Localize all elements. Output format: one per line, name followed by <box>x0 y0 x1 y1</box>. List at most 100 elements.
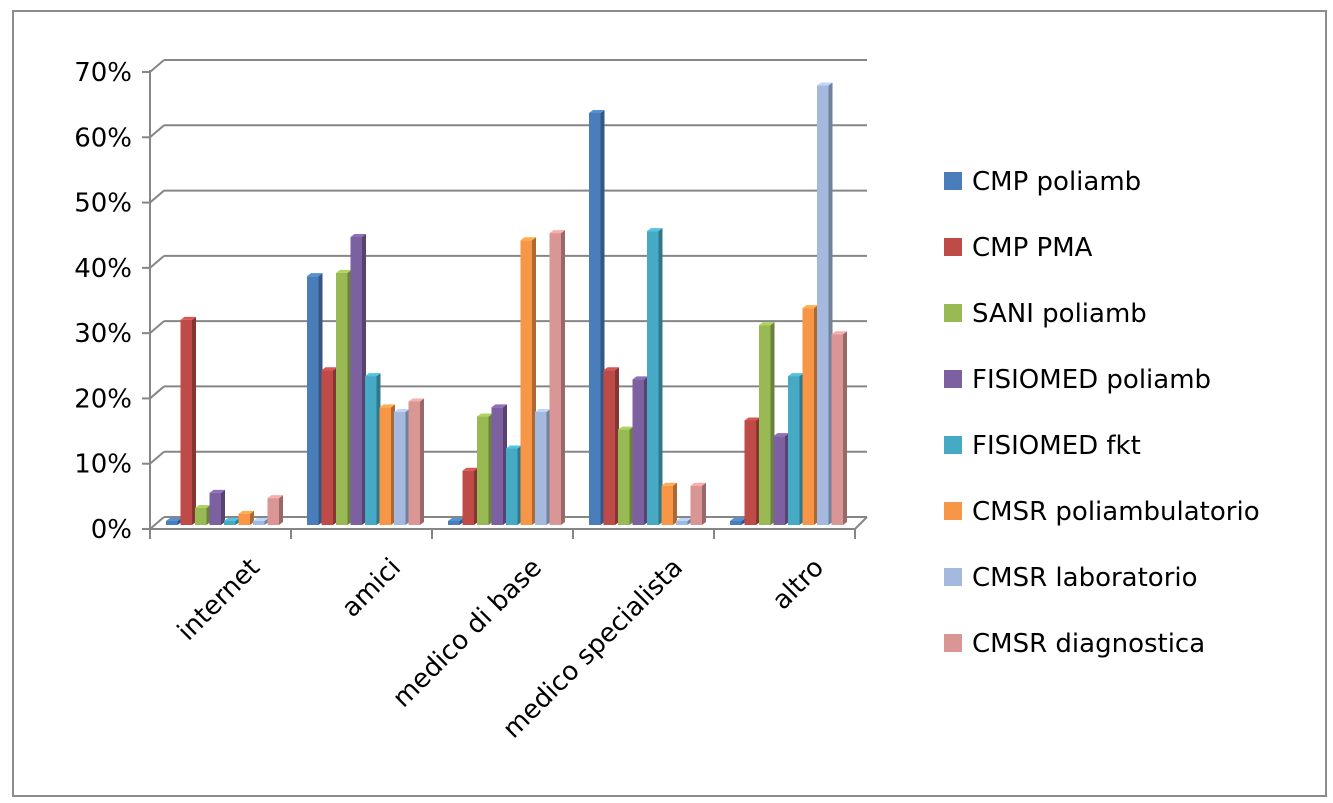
bar <box>491 407 503 525</box>
bar <box>180 319 192 525</box>
bar-top <box>307 273 323 277</box>
bar-side <box>843 331 847 525</box>
legend-label: CMP PMA <box>972 233 1093 263</box>
bar-layer <box>166 82 847 526</box>
bar <box>802 308 814 525</box>
bar-top <box>618 426 634 430</box>
bar-top <box>788 373 804 377</box>
grid-layer <box>149 59 867 530</box>
bar-top <box>744 417 760 421</box>
bar-top <box>759 322 775 326</box>
legend-swatch <box>944 370 962 388</box>
legend-label: SANI poliamb <box>972 299 1147 329</box>
chart-frame: 0% 10% 20% 30% 40% 50% 60% 70% internet amici medi… <box>12 10 1327 797</box>
bar <box>730 521 742 525</box>
bar <box>618 429 630 525</box>
bar-top <box>462 467 478 471</box>
bar <box>166 521 178 525</box>
bar-top <box>491 404 507 408</box>
bar-top <box>690 482 706 486</box>
bar <box>788 376 800 525</box>
bar-top <box>632 376 648 380</box>
gridline-side <box>149 385 165 400</box>
bar-top <box>336 269 352 273</box>
bar <box>817 85 829 526</box>
gridline-side <box>149 450 165 465</box>
legend-label: CMSR poliambulatorio <box>972 497 1260 527</box>
x-tick-label: altro <box>767 553 830 616</box>
bar <box>831 334 843 525</box>
gridline-side <box>149 59 165 73</box>
bar-top <box>267 495 283 499</box>
x-tick-label: amici <box>336 553 407 624</box>
legend-label: CMSR diagnostica <box>972 629 1205 659</box>
y-tick-label: 70% <box>74 58 132 88</box>
bar-side <box>192 316 196 525</box>
legend-swatch <box>944 634 962 652</box>
bar-top <box>817 82 833 86</box>
bar-top <box>831 331 847 335</box>
bar <box>520 240 532 525</box>
x-tick-label: internet <box>172 553 266 647</box>
bar-side <box>420 398 424 525</box>
y-tick-label: 60% <box>74 123 132 153</box>
bar <box>195 507 207 525</box>
bar <box>773 436 785 525</box>
legend-swatch <box>944 238 962 256</box>
bar <box>589 112 601 525</box>
gridline-side <box>149 516 165 530</box>
bar-side <box>658 228 663 526</box>
bar <box>632 379 644 525</box>
bar-top <box>802 305 818 309</box>
bar-top <box>238 510 254 514</box>
bar <box>448 521 460 525</box>
bar-side <box>221 489 225 525</box>
bar <box>209 492 221 525</box>
legend-label: CMSR laboratorio <box>972 563 1198 593</box>
bar-top <box>535 408 551 412</box>
bar-side <box>702 482 706 525</box>
bar <box>307 276 319 525</box>
bar-top <box>394 408 410 412</box>
legend-swatch <box>944 436 962 454</box>
bar <box>661 485 673 525</box>
bar <box>394 411 406 525</box>
gridline-side <box>149 255 165 269</box>
bar <box>603 370 615 525</box>
legend-swatch <box>944 172 962 190</box>
bar-top <box>180 316 196 320</box>
bar <box>759 325 771 525</box>
y-tick-label: 20% <box>74 384 132 414</box>
bar-chart: 0% 10% 20% 30% 40% 50% 60% 70% internet amicimedi… <box>74 58 1260 744</box>
bar-top <box>647 228 663 232</box>
bar-top <box>661 482 677 486</box>
bar-top <box>321 367 337 371</box>
bar-top <box>209 489 225 493</box>
bar-top <box>379 404 395 408</box>
legend-label: FISIOMED poliamb <box>972 365 1211 395</box>
bar <box>477 416 489 525</box>
bar <box>462 470 474 525</box>
bar-top <box>350 234 366 238</box>
bar-side <box>673 482 677 525</box>
bar-top <box>589 109 605 113</box>
bar <box>506 448 518 525</box>
y-tick-label: 30% <box>74 319 132 349</box>
bar-side <box>279 495 283 525</box>
gridline-side <box>149 189 165 204</box>
bar <box>535 411 547 525</box>
axis-layer <box>142 70 868 539</box>
legend-swatch <box>944 502 962 520</box>
bar-top <box>448 518 464 521</box>
x-axis-side <box>854 516 868 530</box>
legend: CMP poliamb CMP PMA SANI poliamb FISIOMED p… <box>944 167 1260 659</box>
y-tick-label: 40% <box>74 254 132 284</box>
bar-top <box>520 237 536 241</box>
legend-swatch <box>944 568 962 586</box>
bar-top <box>166 518 182 521</box>
bar-top <box>253 518 269 521</box>
y-tick-label: 10% <box>74 450 132 480</box>
bar-top <box>365 373 381 377</box>
bar <box>336 272 348 525</box>
bar-top <box>408 398 424 402</box>
